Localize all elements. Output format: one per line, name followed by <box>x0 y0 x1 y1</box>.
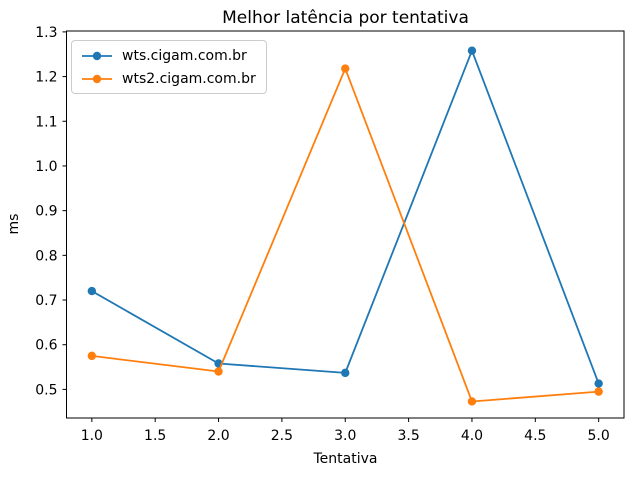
x-tick-label: 3.5 <box>397 428 419 444</box>
data-point <box>87 351 97 361</box>
x-tick-label: 4.0 <box>461 428 483 444</box>
legend-label: wts.cigam.com.br <box>122 47 247 64</box>
data-point <box>467 46 477 55</box>
x-tick-label: 1.5 <box>144 428 166 444</box>
legend-item: wts2.cigam.com.br <box>80 69 256 88</box>
y-tick-label: 1.3 <box>35 25 57 41</box>
y-tick-label: 0.5 <box>35 382 57 398</box>
x-tick-label: 4.5 <box>524 428 546 444</box>
data-point <box>87 286 97 296</box>
y-tick-label: 0.7 <box>35 293 57 309</box>
legend-label: wts2.cigam.com.br <box>122 70 256 87</box>
data-point <box>594 387 603 396</box>
y-tick-label: 1.1 <box>35 114 57 130</box>
x-tick-label: 2.5 <box>271 428 293 444</box>
y-tick-label: 1.0 <box>35 159 57 175</box>
legend: wts.cigam.com.br wts2.cigam.com.br <box>71 40 267 94</box>
data-point <box>341 368 350 378</box>
legend-line-marker-icon <box>82 51 112 60</box>
y-tick-label: 0.8 <box>35 248 57 264</box>
data-point <box>341 64 350 73</box>
series-line <box>91 49 600 384</box>
x-axis-label: Tentativa <box>313 451 378 467</box>
chart-title: Melhor latência por tentativa <box>222 8 469 28</box>
legend-item: wts.cigam.com.br <box>80 46 256 65</box>
x-tick-label: 2.0 <box>207 428 229 444</box>
y-tick-label: 0.9 <box>35 204 57 220</box>
data-point <box>594 379 603 388</box>
data-point <box>467 397 477 406</box>
y-tick-label: 1.2 <box>35 70 57 86</box>
y-tick-label: 0.6 <box>35 338 57 354</box>
y-axis-label: ms <box>6 213 22 235</box>
x-tick-label: 5.0 <box>588 428 610 444</box>
x-tick-label: 1.0 <box>81 428 103 444</box>
legend-line-marker-icon <box>82 74 112 83</box>
series-line <box>91 67 599 403</box>
data-point <box>214 367 223 376</box>
x-tick-label: 3.0 <box>334 428 356 444</box>
